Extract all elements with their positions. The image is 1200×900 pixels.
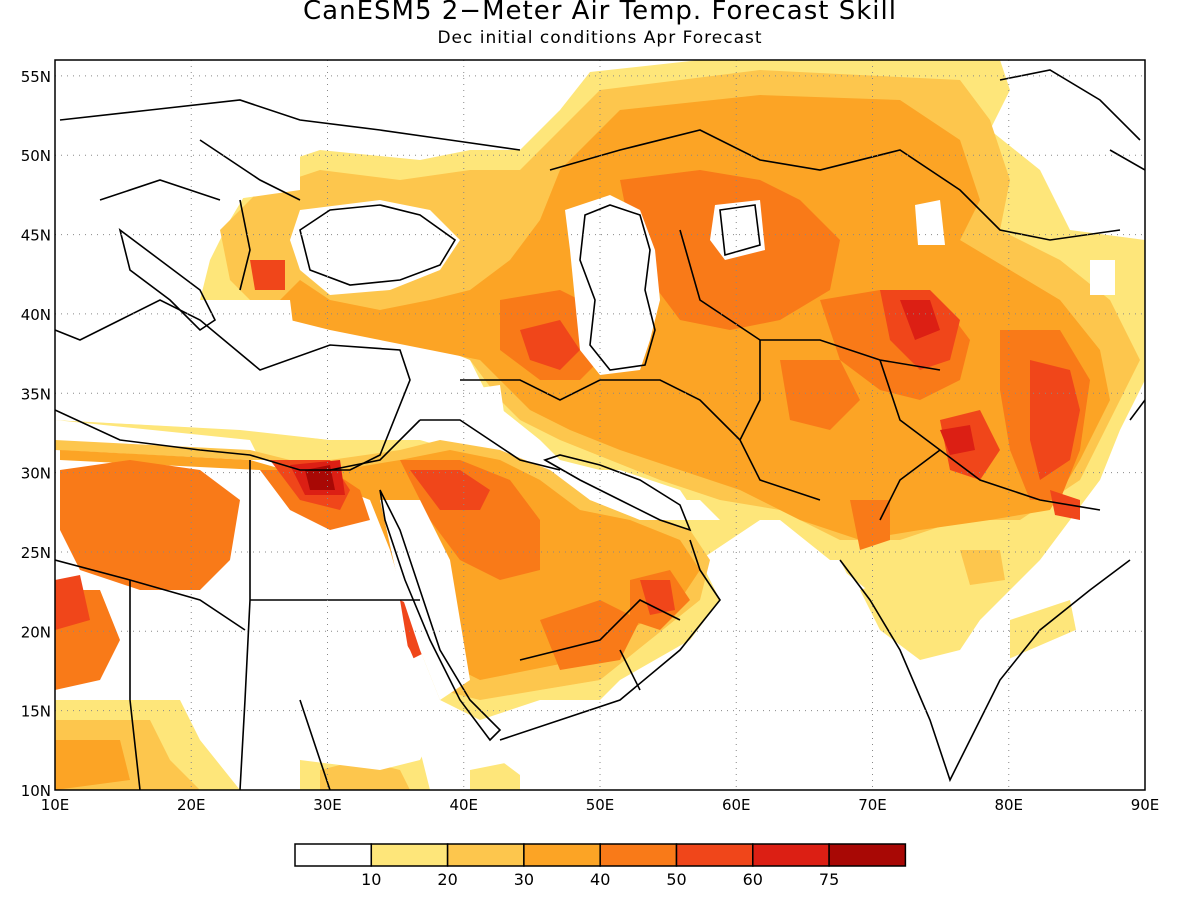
lon-tick-label: 20E (177, 796, 206, 814)
colorbar-swatch (446, 843, 525, 867)
lat-tick-label: 10N (21, 782, 51, 800)
arabian-coast (499, 539, 721, 741)
longitude-labels: 10E 20E 30E 40E 50E 60E 70E 80E 90E (41, 796, 1160, 814)
lon-tick-label: 40E (449, 796, 478, 814)
colorbar-swatch (828, 843, 907, 867)
latitude-labels: 55N 50N 45N 40N 35N 30N 25N 20N 15N 10N (21, 68, 51, 800)
caspian-sea-outline (579, 204, 656, 371)
colorbar-label: 75 (819, 870, 839, 889)
map-subtitle: Dec initial conditions Apr Forecast (437, 28, 763, 48)
coastlines (55, 69, 1145, 790)
lat-tick-label: 35N (21, 385, 51, 403)
colorbar-label: 40 (590, 870, 610, 889)
red-sea-coast (379, 489, 502, 742)
lon-tick-label: 10E (41, 796, 70, 814)
lat-tick-label: 45N (21, 227, 51, 245)
colorbar-label: 50 (666, 870, 686, 889)
lon-tick-label: 50E (586, 796, 615, 814)
mediterranean-coast (55, 299, 411, 471)
lon-tick-label: 80E (994, 796, 1023, 814)
lat-tick-label: 50N (21, 147, 51, 165)
lat-tick-label: 55N (21, 68, 51, 86)
colorbar-swatch (599, 843, 678, 867)
lat-tick-label: 25N (21, 544, 51, 562)
adriatic-coast (118, 228, 217, 332)
no-skill-areas (55, 60, 1145, 790)
lon-tick-label: 90E (1131, 796, 1160, 814)
colorbar-label: 20 (437, 870, 457, 889)
europe-borders (59, 99, 521, 291)
lat-tick-label: 20N (21, 623, 51, 641)
colorbar-legend: 10 20 30 40 50 60 75 (294, 843, 907, 889)
colorbar-label: 30 (514, 870, 534, 889)
skill-band-above-75 (305, 465, 335, 490)
colorbar-swatch (370, 843, 449, 867)
persian-gulf-coast (543, 454, 692, 532)
colorbar-swatch (523, 843, 601, 867)
lat-tick-label: 40N (21, 306, 51, 324)
colorbar-label: 60 (743, 870, 763, 889)
east-asia-coast (999, 69, 1145, 421)
colorbar-swatch (675, 843, 754, 867)
india-coast (839, 559, 1131, 783)
colorbar-swatch (294, 843, 373, 867)
map-title: CanESM5 2−Meter Air Temp. Forecast Skill (303, 0, 897, 26)
lon-tick-label: 70E (858, 796, 887, 814)
lon-tick-label: 30E (313, 796, 342, 814)
skill-shading (55, 60, 1145, 790)
lat-tick-label: 30N (21, 465, 51, 483)
colorbar-swatch (752, 843, 830, 867)
asia-borders (55, 129, 1121, 790)
colorbar-label: 10 (361, 870, 381, 889)
lon-tick-label: 60E (722, 796, 751, 814)
aral-sea-outline (719, 204, 761, 257)
map-frame (54, 59, 1146, 791)
black-sea-outline (299, 204, 457, 286)
lat-tick-label: 15N (21, 703, 51, 721)
